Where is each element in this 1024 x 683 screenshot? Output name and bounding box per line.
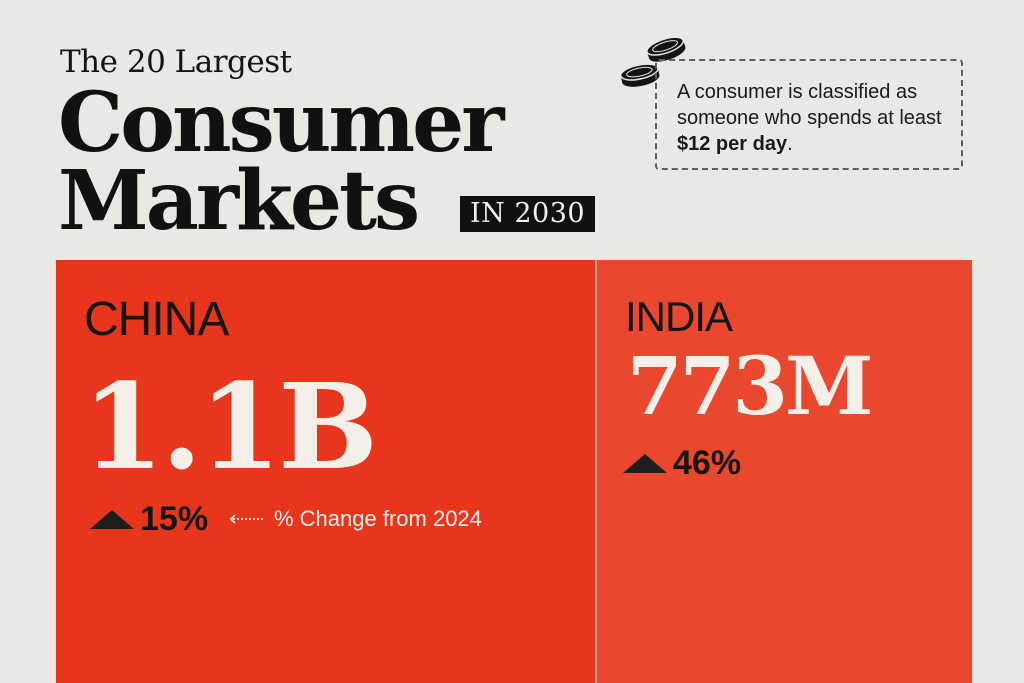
title-line-markets: Markets (58, 153, 420, 249)
change-annotation: % Change from 2024 (230, 506, 482, 532)
tile-china: CHINA 1.1B 15% % Change from 2024 (56, 260, 595, 683)
definition-note: A consumer is classified as someone who … (677, 81, 942, 155)
treemap: CHINA 1.1B 15% % Change from 2024 INDIA … (56, 260, 972, 683)
tile-india: INDIA 773M 46% (595, 260, 972, 683)
tile-china-change-label: 15% (140, 500, 209, 538)
definition-note-box (655, 59, 963, 170)
tile-china-value: 1.1B (82, 357, 378, 496)
title-line-consumer: Consumer (58, 75, 504, 171)
coins-icon (619, 36, 686, 87)
tile-china-change: 15% (90, 502, 208, 536)
dotted-arrow-icon (230, 514, 264, 524)
title-line-small: The 20 Largest (60, 44, 292, 80)
up-triangle-icon (90, 509, 134, 529)
tile-india-value: 773M (627, 339, 874, 433)
tile-india-country: INDIA (625, 293, 733, 340)
tile-india-change: 46% (623, 446, 741, 480)
year-badge: IN 2030 (460, 196, 596, 232)
change-annotation-text: % Change from 2024 (274, 506, 482, 531)
up-triangle-icon (623, 453, 667, 473)
tile-india-change-label: 46% (673, 444, 742, 482)
tile-china-country: CHINA (84, 293, 229, 346)
